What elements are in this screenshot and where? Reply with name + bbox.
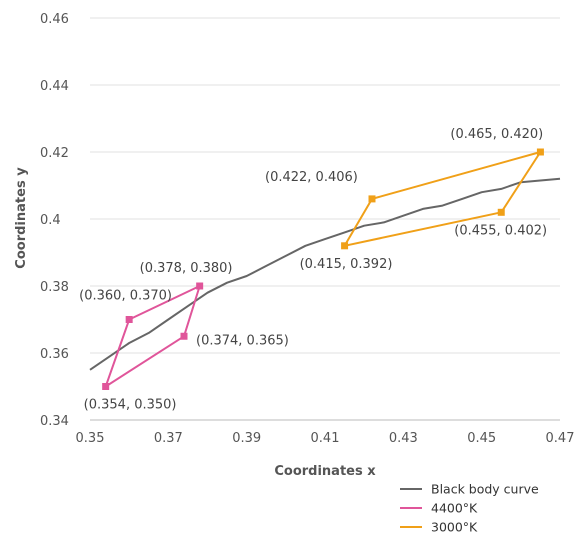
data-point-label: (0.354, 0.350)	[84, 398, 177, 413]
x-axis-ticks: 0.35 0.37 0.39 0.41 0.43 0.45 0.47	[76, 431, 575, 446]
y-tick-label: 0.42	[40, 146, 69, 161]
data-point-label: (0.455, 0.402)	[454, 223, 547, 238]
data-point-label: (0.374, 0.365)	[196, 333, 289, 348]
x-axis-title: Coordinates x	[274, 464, 376, 479]
x-tick-label: 0.43	[389, 431, 418, 446]
y-tick-label: 0.46	[40, 12, 69, 27]
legend-label: 3000°K	[431, 520, 478, 535]
data-point-label: (0.422, 0.406)	[265, 170, 358, 185]
legend-label: Black body curve	[431, 482, 539, 497]
legend: Black body curve 4400°K 3000°K	[400, 482, 539, 535]
x-tick-label: 0.47	[546, 431, 575, 446]
x-tick-label: 0.37	[154, 431, 183, 446]
series-layer	[89, 148, 561, 390]
legend-label: 4400°K	[431, 501, 478, 516]
data-point-marker	[368, 195, 376, 203]
data-point-label: (0.465, 0.420)	[450, 127, 543, 142]
y-tick-label: 0.38	[40, 280, 69, 295]
point-labels: (0.354, 0.350) (0.360, 0.370) (0.378, 0.38…	[79, 127, 547, 413]
y-tick-label: 0.34	[40, 414, 69, 429]
data-point-marker	[196, 282, 204, 290]
data-point-label: (0.378, 0.380)	[140, 261, 233, 276]
grid-lines	[90, 17, 560, 421]
y-tick-label: 0.44	[40, 79, 69, 94]
y-axis-ticks: 0.34 0.36 0.38 0.4 0.42 0.44 0.46	[40, 12, 69, 429]
data-point-marker	[341, 242, 349, 250]
y-tick-label: 0.36	[40, 347, 69, 362]
y-axis-title: Coordinates y	[14, 167, 29, 269]
data-point-label: (0.415, 0.392)	[300, 257, 393, 272]
y-tick-label: 0.4	[40, 213, 61, 228]
x-tick-label: 0.39	[232, 431, 261, 446]
x-tick-label: 0.45	[467, 431, 496, 446]
data-point-label: (0.360, 0.370)	[79, 289, 172, 304]
series-line-black-body-curve	[89, 177, 561, 371]
x-tick-label: 0.41	[311, 431, 340, 446]
data-point-marker	[102, 383, 110, 390]
x-tick-label: 0.35	[76, 431, 105, 446]
data-point-marker	[180, 332, 188, 340]
data-point-marker	[497, 208, 505, 216]
data-point-marker	[125, 316, 133, 323]
data-point-marker	[536, 148, 544, 156]
